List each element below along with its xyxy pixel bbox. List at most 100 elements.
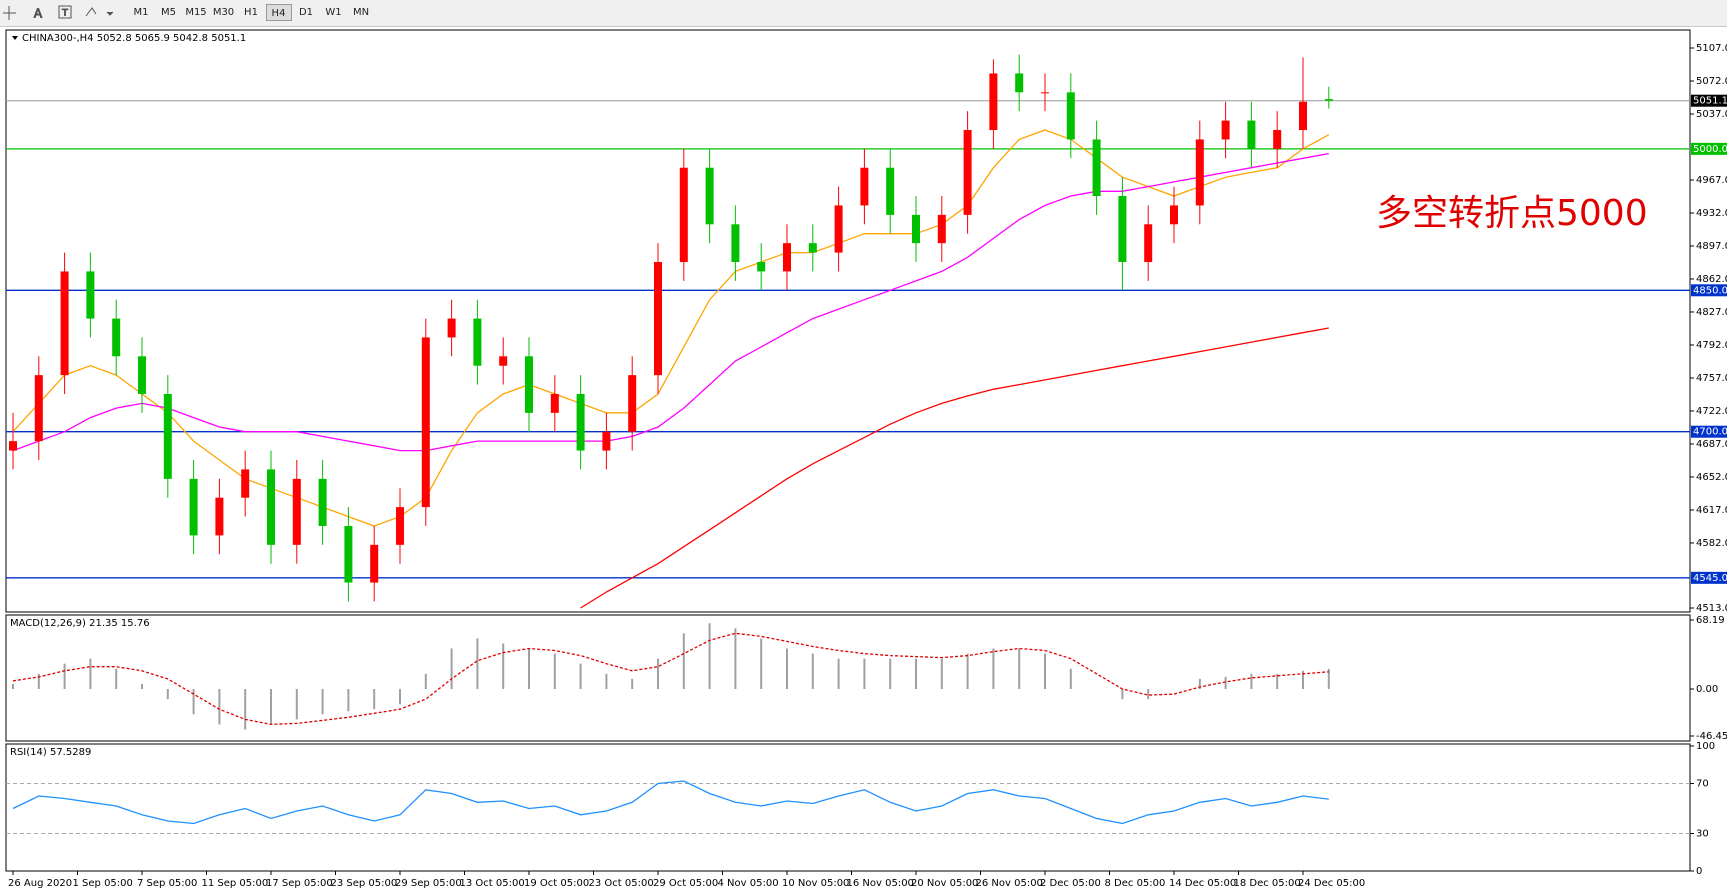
y-tick-label: 0 [1696, 866, 1702, 877]
y-tick-label: 68.19 [1696, 615, 1725, 626]
timeframe-button[interactable]: M15 [185, 7, 207, 18]
candle-body [808, 243, 817, 253]
candle-body [473, 318, 482, 366]
annotation: 多空转折点5000 [1376, 193, 1648, 234]
line [580, 327, 1329, 609]
macd-title: MACD(12,26,9) 21.35 15.76 [10, 618, 150, 629]
last-price-label: 5051.1 [1693, 96, 1727, 107]
toolbar-icons: A T [3, 5, 114, 21]
level-label: 5000.0 [1693, 144, 1727, 155]
y-tick-label: 0.00 [1696, 684, 1718, 695]
candle-body [886, 167, 895, 215]
candle-body [1221, 120, 1230, 140]
candle-body [60, 271, 69, 376]
line [12, 129, 1330, 527]
x-tick-label: 29 Oct 05:00 [653, 878, 718, 889]
candle-body [499, 356, 508, 366]
candle-body [989, 73, 998, 131]
y-tick-label: 4757.0 [1696, 373, 1727, 384]
timeframe-button[interactable]: M5 [161, 7, 176, 18]
candle-body [1170, 205, 1178, 225]
candle-body [1299, 101, 1307, 131]
candle-body [421, 337, 430, 508]
candle-body [1324, 99, 1333, 101]
level-label-bg [1691, 571, 1727, 584]
chart-title: CHINA300-,H4 5052.8 5065.9 5042.8 5051.1 [22, 33, 246, 44]
y-tick-label: 4967.0 [1696, 175, 1727, 186]
level-label: 4700.0 [1693, 427, 1727, 438]
x-tick-label: 1 Sep 05:00 [73, 878, 133, 889]
timeframe-button[interactable]: H1 [244, 7, 258, 18]
candle-body [912, 214, 920, 244]
level-label-bg [1691, 142, 1727, 155]
y-tick-label: 5037.0 [1696, 109, 1727, 120]
candle-body [550, 393, 559, 413]
x-tick-label: 19 Oct 05:00 [524, 878, 589, 889]
y-tick-label: -46.45 [1696, 731, 1727, 742]
timeframe-button[interactable]: W1 [325, 7, 342, 18]
candle-body [937, 214, 946, 244]
candle-body [679, 167, 688, 263]
candle-body [112, 318, 121, 357]
timeframe-button[interactable]: D1 [298, 7, 314, 18]
candle-body [525, 356, 533, 413]
candle-body [628, 375, 637, 432]
y-tick-label: 4582.0 [1696, 538, 1727, 549]
x-tick-label: 29 Sep 05:00 [395, 878, 462, 889]
candle-body [1247, 120, 1256, 149]
y-tick-label: 4722.0 [1696, 406, 1727, 417]
y-tick-label: 4827.0 [1696, 307, 1727, 318]
y-tick-label: 70 [1696, 779, 1709, 790]
candle-body [267, 469, 275, 545]
candle-body [370, 544, 379, 583]
x-tick-label: 26 Nov 05:00 [976, 878, 1043, 889]
candle-body [1092, 139, 1101, 197]
candle-body [9, 441, 17, 451]
toolbar: A T M1 M5 M15 M30 H1 H4 D1 W1 MN [0, 0, 1727, 27]
candle-body [241, 469, 250, 498]
x-tick-label: 8 Dec 05:00 [1105, 878, 1166, 889]
candle-body [860, 167, 869, 206]
y-tick-label: 5072.0 [1696, 76, 1727, 87]
candle-body [731, 224, 740, 263]
y-tick-label: 30 [1696, 829, 1709, 840]
chart: CHINA300-,H4 5052.8 5065.9 5042.8 5051.1… [5, 29, 1727, 889]
y-tick-label: 5107.0 [1696, 43, 1727, 54]
rsi-title: RSI(14) 57.5289 [10, 747, 91, 758]
candle-body [1273, 130, 1282, 149]
x-tick-label: 10 Nov 05:00 [782, 878, 849, 889]
candle-body [292, 478, 301, 545]
timeframe-button[interactable]: H4 [265, 4, 292, 21]
candle-body [344, 525, 353, 583]
x-tick-label: 20 Nov 05:00 [911, 878, 978, 889]
candle-body [1144, 224, 1153, 263]
title-arrow [12, 36, 18, 40]
timeframe-button[interactable]: M1 [133, 7, 149, 18]
candle-body [34, 375, 43, 442]
y-tick-label: 4652.0 [1696, 472, 1727, 483]
svg-text:A: A [34, 7, 43, 21]
y-tick-label: 4617.0 [1696, 505, 1727, 516]
y-tick-label: 4513.0 [1696, 603, 1727, 614]
candle-body [1066, 92, 1075, 140]
level-label: 4545.0 [1693, 573, 1727, 584]
candle-body [86, 271, 95, 319]
y-tick-label: 4687.0 [1696, 439, 1727, 450]
candle-body [963, 130, 972, 215]
candle-body [834, 205, 843, 253]
candle-body [654, 262, 662, 376]
x-tick-label: 13 Oct 05:00 [460, 878, 525, 889]
candle-body [1195, 139, 1204, 206]
timeframe-button[interactable]: MN [352, 7, 370, 18]
candle-body [705, 167, 714, 225]
timeframe-button[interactable]: M30 [212, 7, 235, 18]
candle-body [757, 262, 766, 272]
main-panel [5, 29, 1691, 613]
svg-text:T: T [61, 9, 68, 19]
candle-body [163, 393, 172, 479]
candle-body [576, 393, 585, 451]
x-tick-label: 24 Dec 05:00 [1298, 878, 1365, 889]
candle-body [1041, 92, 1049, 94]
candle-body [396, 507, 404, 545]
